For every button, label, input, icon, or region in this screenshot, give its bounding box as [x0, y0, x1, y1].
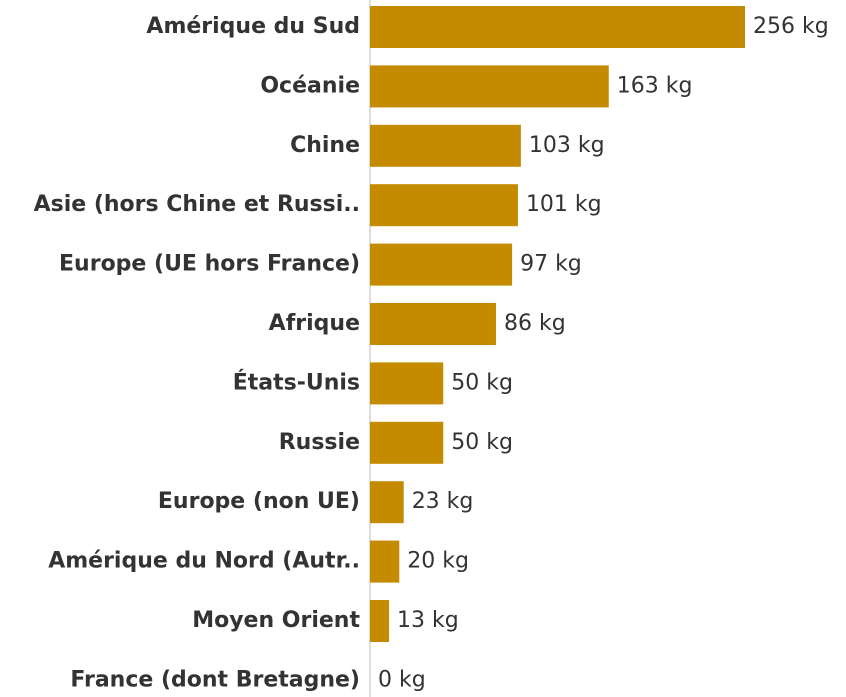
bar: [370, 540, 400, 583]
bar: [370, 184, 518, 227]
value-label: 50 kg: [451, 370, 513, 395]
value-label: 97 kg: [520, 252, 582, 277]
value-label: 101 kg: [526, 192, 602, 217]
category-label: Europe (non UE): [158, 489, 360, 514]
category-label: Asie (hors Chine et Russi..: [34, 192, 360, 217]
category-label: France (dont Bretagne): [70, 667, 360, 692]
category-label: Afrique: [269, 311, 360, 336]
value-label: 103 kg: [529, 133, 605, 158]
bar: [370, 124, 521, 167]
category-label: Amérique du Nord (Autr..: [48, 549, 360, 574]
value-label: 86 kg: [504, 311, 566, 336]
bar: [370, 421, 444, 464]
category-label: Amérique du Sud: [146, 14, 360, 39]
category-label: Europe (UE hors France): [59, 252, 360, 277]
bar: [370, 600, 390, 642]
category-label: Moyen Orient: [192, 608, 360, 633]
value-label: 50 kg: [451, 430, 513, 455]
bar: [370, 362, 444, 405]
bar: [370, 481, 404, 524]
category-label: Russie: [279, 430, 360, 455]
value-label: 163 kg: [617, 73, 693, 98]
value-label: 256 kg: [753, 14, 829, 39]
category-label: Océanie: [260, 73, 360, 98]
bar: [370, 303, 496, 345]
value-label: 13 kg: [397, 608, 459, 633]
category-label: États-Unis: [233, 369, 360, 395]
category-label: Chine: [290, 133, 360, 158]
bar: [370, 243, 513, 286]
value-label: 0 kg: [378, 667, 426, 692]
bar: [370, 65, 609, 108]
bar: [370, 6, 745, 48]
value-label: 20 kg: [407, 549, 469, 574]
value-label: 23 kg: [412, 489, 474, 514]
